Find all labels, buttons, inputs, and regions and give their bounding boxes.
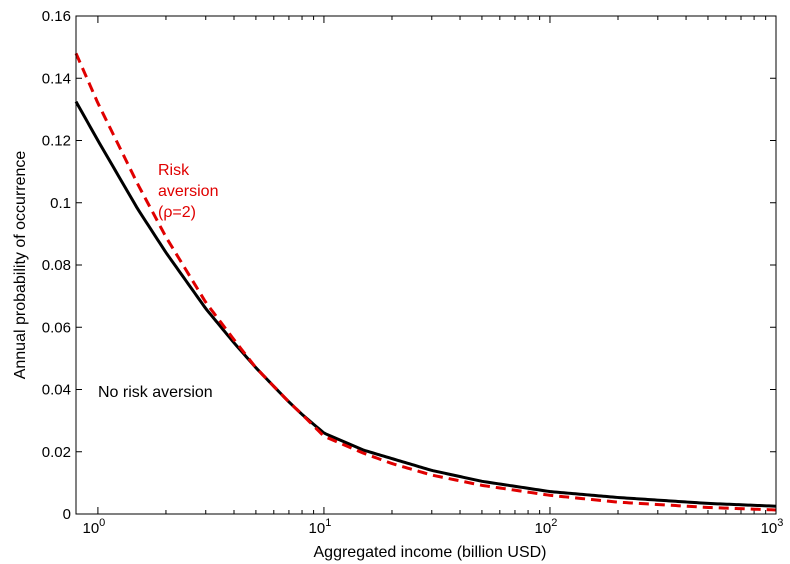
y-tick-label: 0.1: [50, 195, 71, 212]
x-tick-label-exponent: 0: [99, 517, 105, 529]
series-risk-aversion-line: [74, 52, 777, 512]
x-tick-label-base: 10: [82, 520, 99, 537]
x-tick-label-base: 10: [309, 520, 326, 537]
y-tick-label: 0.06: [42, 319, 71, 336]
x-tick-label-base: 10: [761, 520, 778, 537]
annotation-risk-aversion-line1: Risk: [158, 162, 190, 179]
series-no-risk-aversion-line: [74, 100, 777, 508]
y-tick-label: 0.08: [42, 257, 71, 274]
x-tick-label: 103: [761, 517, 784, 537]
series-group: [74, 52, 777, 512]
y-tick-label: 0.12: [42, 133, 71, 150]
y-tick-label: 0.02: [42, 444, 71, 461]
x-tick-label-exponent: 3: [777, 517, 783, 529]
annotation-risk-aversion: Risk aversion (ρ=2): [158, 162, 223, 221]
y-tick-label: 0: [63, 506, 71, 523]
y-axis-label: Annual probability of occurrence: [12, 151, 29, 380]
x-tick-label: 100: [82, 517, 105, 537]
x-tick-label-base: 10: [535, 520, 552, 537]
x-tick-label: 101: [309, 517, 332, 537]
annotation-risk-aversion-line3: (ρ=2): [158, 204, 196, 221]
plot-frame: [75, 15, 777, 515]
annotation-risk-aversion-line2: aversion: [158, 183, 218, 200]
annotation-no-risk-aversion: No risk aversion: [98, 384, 213, 401]
x-tick-label-exponent: 1: [325, 517, 331, 529]
y-tick-label: 0.16: [42, 8, 71, 25]
x-tick-label-exponent: 2: [551, 517, 557, 529]
y-tick-label: 0.14: [42, 70, 71, 87]
x-axis-label: Aggregated income (billion USD): [314, 544, 547, 561]
x-tick-label: 102: [535, 517, 558, 537]
annotation-no-risk-aversion-line1: No risk aversion: [98, 384, 213, 401]
y-tick-label: 0.04: [42, 382, 71, 399]
